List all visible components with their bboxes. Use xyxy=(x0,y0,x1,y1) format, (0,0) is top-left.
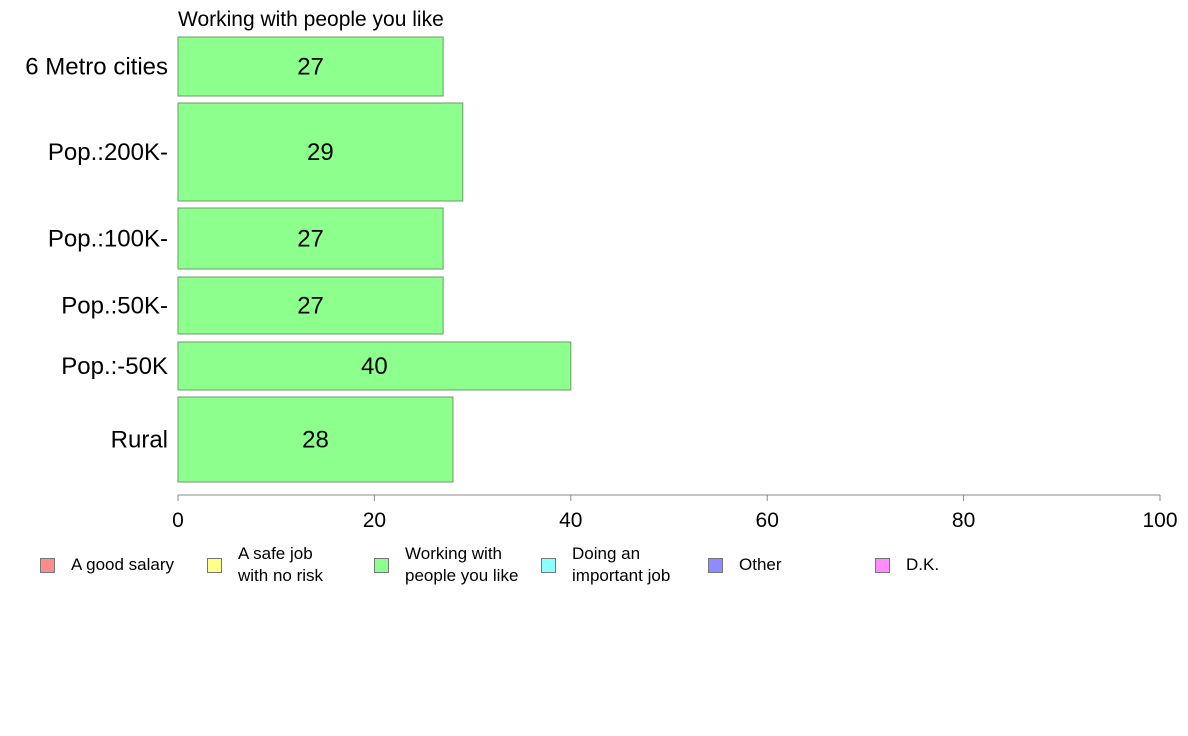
legend-item-safe-job: A safe job with no risk xyxy=(207,540,323,590)
legend-item-important-job: Doing an important job xyxy=(541,540,670,590)
bar xyxy=(177,36,444,97)
legend-swatch xyxy=(40,557,55,573)
category-label: 6 Metro cities xyxy=(25,54,168,81)
bar-value-label: 29 xyxy=(307,139,334,166)
legend-swatch xyxy=(541,557,556,573)
bar-value-label: 27 xyxy=(297,226,324,253)
x-tick-label: 20 xyxy=(363,509,386,532)
bar xyxy=(177,102,464,202)
legend-label: Other xyxy=(739,555,782,574)
legend-swatch xyxy=(374,557,389,573)
bar-value-label: 27 xyxy=(297,293,324,320)
legend-item-working-with-people: Working with people you like xyxy=(374,540,518,590)
x-tick-label: 40 xyxy=(559,509,582,532)
legend-label: A safe job with no risk xyxy=(238,544,324,585)
bar-value-label: 27 xyxy=(297,54,324,81)
legend-swatch xyxy=(708,557,723,573)
x-tick-label: 60 xyxy=(756,509,779,532)
legend: A good salary A safe job with no risk Wo… xyxy=(0,540,1188,600)
legend-label: D.K. xyxy=(906,555,940,574)
bar-chart: Working with people you like 27 6 Metro c… xyxy=(25,8,1177,532)
legend-label: A good salary xyxy=(71,555,175,574)
category-label: Pop.:-50K xyxy=(61,353,168,380)
legend-swatch xyxy=(207,557,222,573)
bar-value-label: 28 xyxy=(302,427,329,454)
category-label: Pop.:50K- xyxy=(61,293,168,320)
legend-item-good-salary: A good salary xyxy=(40,540,174,590)
category-label: Pop.:200K- xyxy=(48,139,168,166)
legend-item-other: Other xyxy=(708,540,782,590)
bar xyxy=(177,396,454,483)
category-label: Pop.:100K- xyxy=(48,226,168,253)
legend-label: Doing an important job xyxy=(572,544,671,585)
bar xyxy=(177,341,572,391)
x-tick-label: 80 xyxy=(952,509,975,532)
category-label: Rural xyxy=(111,427,168,454)
x-tick-label: 0 xyxy=(172,509,184,532)
bar-value-label: 40 xyxy=(361,353,388,380)
bar xyxy=(177,207,444,270)
bar xyxy=(177,276,444,335)
legend-swatch xyxy=(875,557,890,573)
legend-item-dk: D.K. xyxy=(875,540,939,590)
chart-title: Working with people you like xyxy=(178,8,444,31)
legend-label: Working with people you like xyxy=(405,544,519,585)
x-tick-label: 100 xyxy=(1142,509,1177,532)
